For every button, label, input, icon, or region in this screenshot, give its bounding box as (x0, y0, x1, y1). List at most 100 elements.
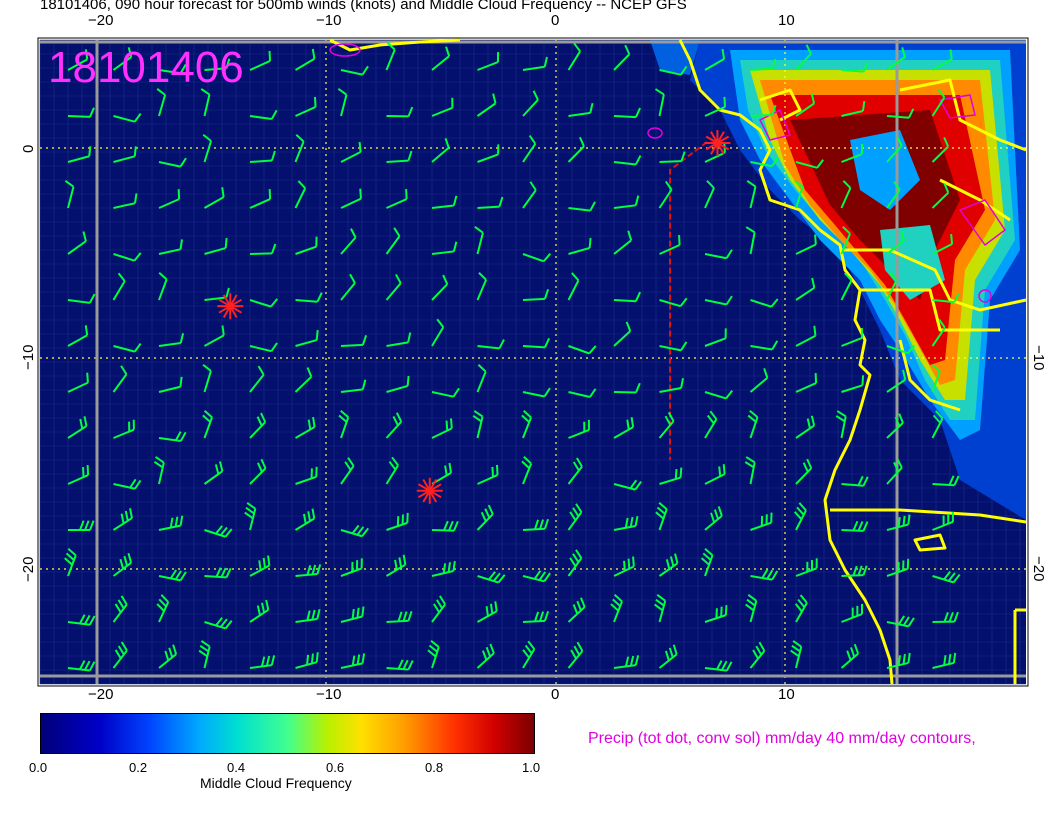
wind-barb (244, 502, 257, 531)
wind-barb (659, 341, 688, 352)
wind-barb (840, 180, 852, 209)
wind-barb (67, 49, 89, 71)
wind-barb (840, 272, 853, 301)
wind-barb (158, 64, 187, 75)
wind-barb (385, 456, 399, 485)
wind-barb (567, 42, 581, 71)
wind-barb (67, 660, 96, 672)
wind-barb (427, 639, 440, 669)
wind-barb (472, 410, 484, 439)
wind-barb (249, 298, 279, 308)
wind-barb (704, 180, 715, 209)
bottom-tick-10: 10 (778, 686, 795, 700)
wind-barb (386, 659, 414, 671)
wind-barb (340, 457, 355, 485)
wind-barb (886, 108, 915, 119)
wind-barb (704, 605, 728, 623)
gray-grid (40, 40, 1026, 684)
wind-barb (886, 652, 911, 669)
colorbar-tick-2: 0.4 (227, 760, 246, 775)
wind-barb (113, 146, 137, 163)
wind-barb (613, 382, 641, 394)
wind-barb (340, 524, 370, 538)
precip-note: Precip (tot dot, conv sol) mm/day 40 mm/… (588, 730, 976, 747)
wind-barb (295, 292, 323, 303)
wind-barb (431, 241, 458, 255)
wind-barb (158, 332, 185, 347)
colorbar-tick-5: 1.0 (522, 760, 541, 775)
wind-barb (522, 90, 539, 117)
wind-barb (568, 237, 592, 255)
wind-barb (522, 337, 551, 349)
wind-barb (567, 503, 583, 531)
wind-barb (476, 643, 495, 669)
wind-barb (522, 134, 537, 163)
wind-barb (794, 502, 807, 531)
wind-barb (204, 325, 225, 347)
right-tick-m10: −10 (1030, 345, 1047, 370)
wind-barb (659, 297, 688, 308)
wind-barb (795, 159, 824, 169)
wind-barb (841, 565, 868, 577)
wind-barb (112, 595, 128, 623)
wind-barb (294, 180, 307, 209)
colorbar-tick-0: 0.0 (29, 760, 48, 775)
wind-barb (295, 466, 318, 485)
wind-barb (704, 49, 726, 71)
wind-barb (386, 106, 414, 118)
wind-barb (841, 375, 865, 393)
wind-barb (746, 180, 757, 209)
wind-barb (477, 52, 500, 71)
wind-barb (67, 614, 96, 626)
wind-barb (112, 47, 133, 71)
wind-barb (67, 107, 95, 118)
wind-barb (67, 231, 87, 255)
wind-barb (67, 465, 90, 485)
wind-barb (567, 597, 586, 623)
wind-barb (386, 610, 413, 623)
bottom-tick-0: 0 (551, 686, 559, 700)
wind-barb (112, 552, 133, 577)
wind-barb (613, 321, 632, 347)
wind-barb (294, 134, 305, 163)
storm-markers (217, 130, 731, 504)
wind-barb (477, 464, 499, 485)
wind-barb (886, 458, 903, 485)
wind-barb (385, 227, 401, 255)
wind-barb (204, 617, 233, 630)
wind-barb (295, 417, 316, 439)
wind-barb (522, 611, 550, 623)
wind-barb (750, 58, 777, 71)
wind-barb (158, 157, 187, 168)
wind-barb (747, 409, 759, 439)
wind-barbs (64, 42, 961, 672)
wind-barb (613, 195, 640, 209)
wind-barb (202, 133, 213, 163)
wind-barb (204, 187, 225, 209)
wind-barb (886, 413, 904, 439)
wind-barb (704, 249, 733, 260)
wind-barb (431, 595, 447, 623)
wind-barb (476, 504, 494, 531)
wind-barb (113, 342, 142, 353)
wind-barb (886, 181, 901, 209)
wind-barb (113, 419, 135, 439)
wind-barb (204, 525, 233, 538)
wind-barb (431, 520, 459, 532)
wind-barb (249, 50, 272, 71)
wind-barb (750, 298, 779, 308)
wind-barb (64, 547, 77, 577)
wind-barb (841, 100, 866, 117)
wind-barb (295, 564, 322, 577)
wind-barb (249, 189, 272, 209)
wind-barb (112, 365, 128, 393)
wind-barb (795, 458, 813, 485)
wind-barb (202, 363, 212, 393)
wind-barb (795, 373, 818, 393)
wind-barb (249, 412, 267, 439)
wind-barb (477, 601, 498, 623)
wind-barb (112, 641, 128, 669)
bottom-tick-m10: −10 (316, 686, 341, 700)
wind-barb (385, 412, 403, 439)
wind-barb (931, 136, 950, 163)
